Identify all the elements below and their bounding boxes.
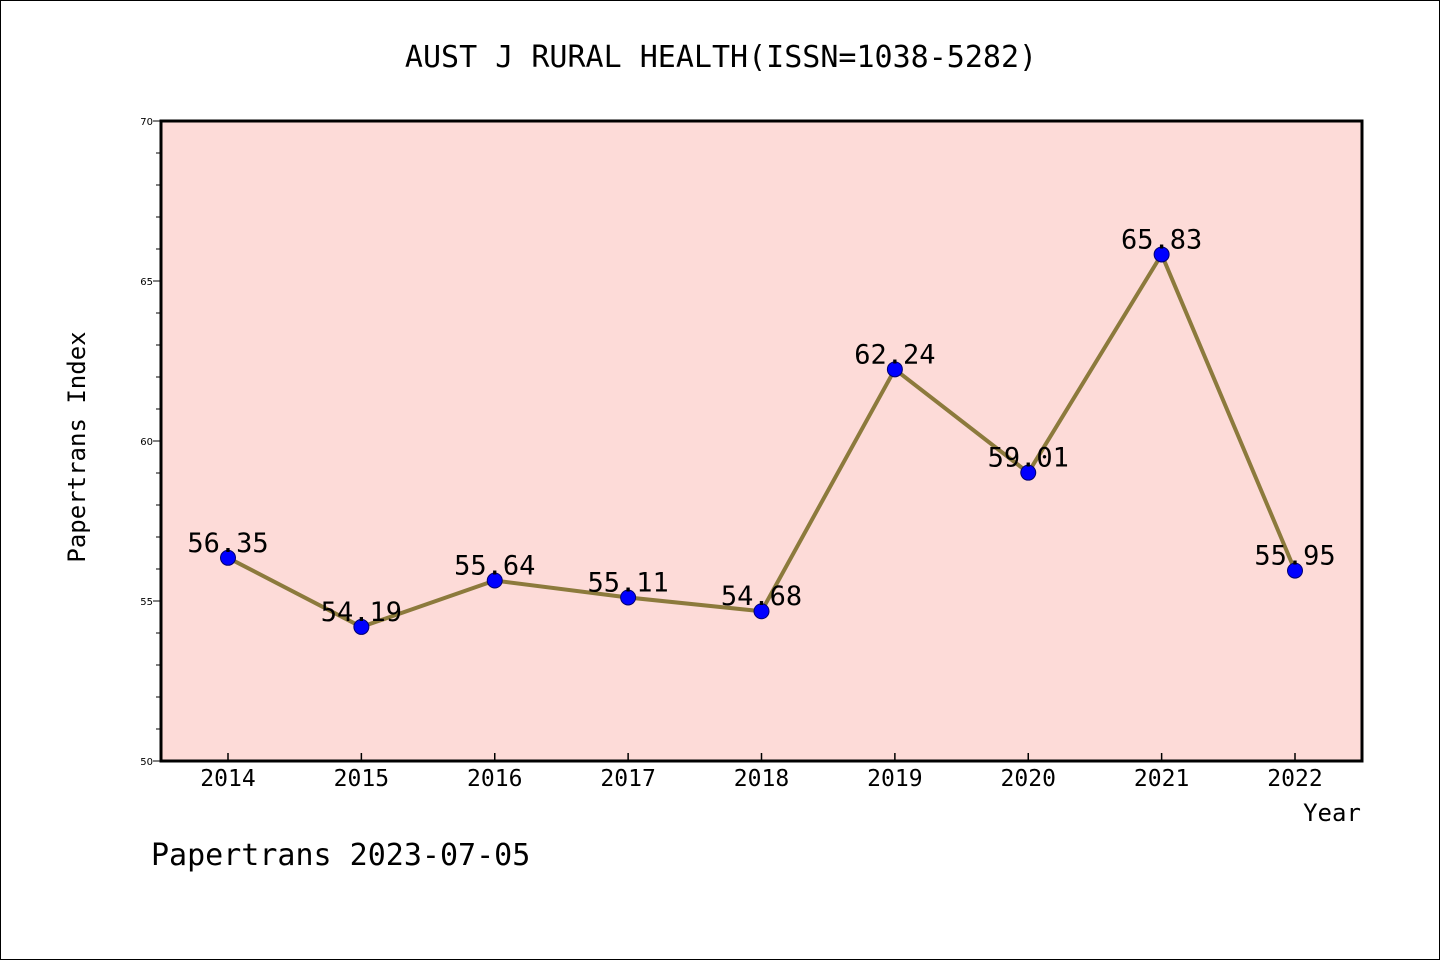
x-tick-label: 2020 [1001, 766, 1056, 792]
data-label: 55.11 [587, 567, 668, 598]
series-layer [220, 246, 1303, 635]
x-tick-label: 2022 [1267, 766, 1322, 792]
data-point [486, 572, 503, 589]
x-tick-label: 2014 [200, 766, 255, 792]
data-label: 54.19 [321, 597, 402, 628]
y-tick-label: 60 [140, 437, 153, 448]
plot-area [161, 121, 1362, 761]
data-point [220, 549, 236, 566]
x-tick-label: 2018 [734, 766, 789, 792]
data-label: 59.01 [988, 443, 1069, 474]
x-tick-label: 2019 [867, 766, 922, 792]
x-tick-label: 2021 [1134, 766, 1189, 792]
x-tick-label: 2017 [600, 766, 655, 792]
data-label: 56.35 [187, 528, 268, 559]
data-point [1020, 464, 1037, 481]
x-tick-label: 2016 [467, 766, 522, 792]
x-tick-label: 2015 [334, 766, 389, 792]
y-tick-label: 55 [140, 597, 153, 608]
data-point [1153, 246, 1170, 263]
x-axis-label: Year [1303, 799, 1361, 827]
x-tick-labels: 2014 2015 2016 2017 2018 2019 2020 2021 2022 [200, 766, 1322, 792]
chart-title: AUST J RURAL HEALTH(ISSN=1038-5282) [405, 40, 1037, 75]
data-label: 55.64 [454, 551, 535, 582]
data-labels: 56.35 54.19 55.64 55.11 54.68 62.24 59.01 65.83… [187, 224, 1335, 627]
y-tick-label: 70 [140, 117, 153, 128]
data-point [753, 603, 770, 620]
y-axis-label: Papertrans Index [63, 331, 91, 562]
data-point [353, 618, 370, 635]
data-point [886, 361, 903, 378]
data-point [620, 589, 637, 606]
y-tick-label: 65 [140, 277, 153, 288]
plot-border [159, 119, 1364, 763]
data-label: 55.95 [1254, 541, 1335, 572]
y-tick-labels: 50 55 60 65 70 [140, 117, 153, 768]
data-label: 62.24 [854, 339, 935, 370]
footer-date-text: Papertrans 2023-07-05 [151, 838, 530, 873]
data-label: 54.68 [721, 581, 802, 612]
y-tick-label: 50 [140, 757, 153, 768]
data-point [1287, 562, 1303, 579]
data-label: 65.83 [1121, 224, 1202, 255]
